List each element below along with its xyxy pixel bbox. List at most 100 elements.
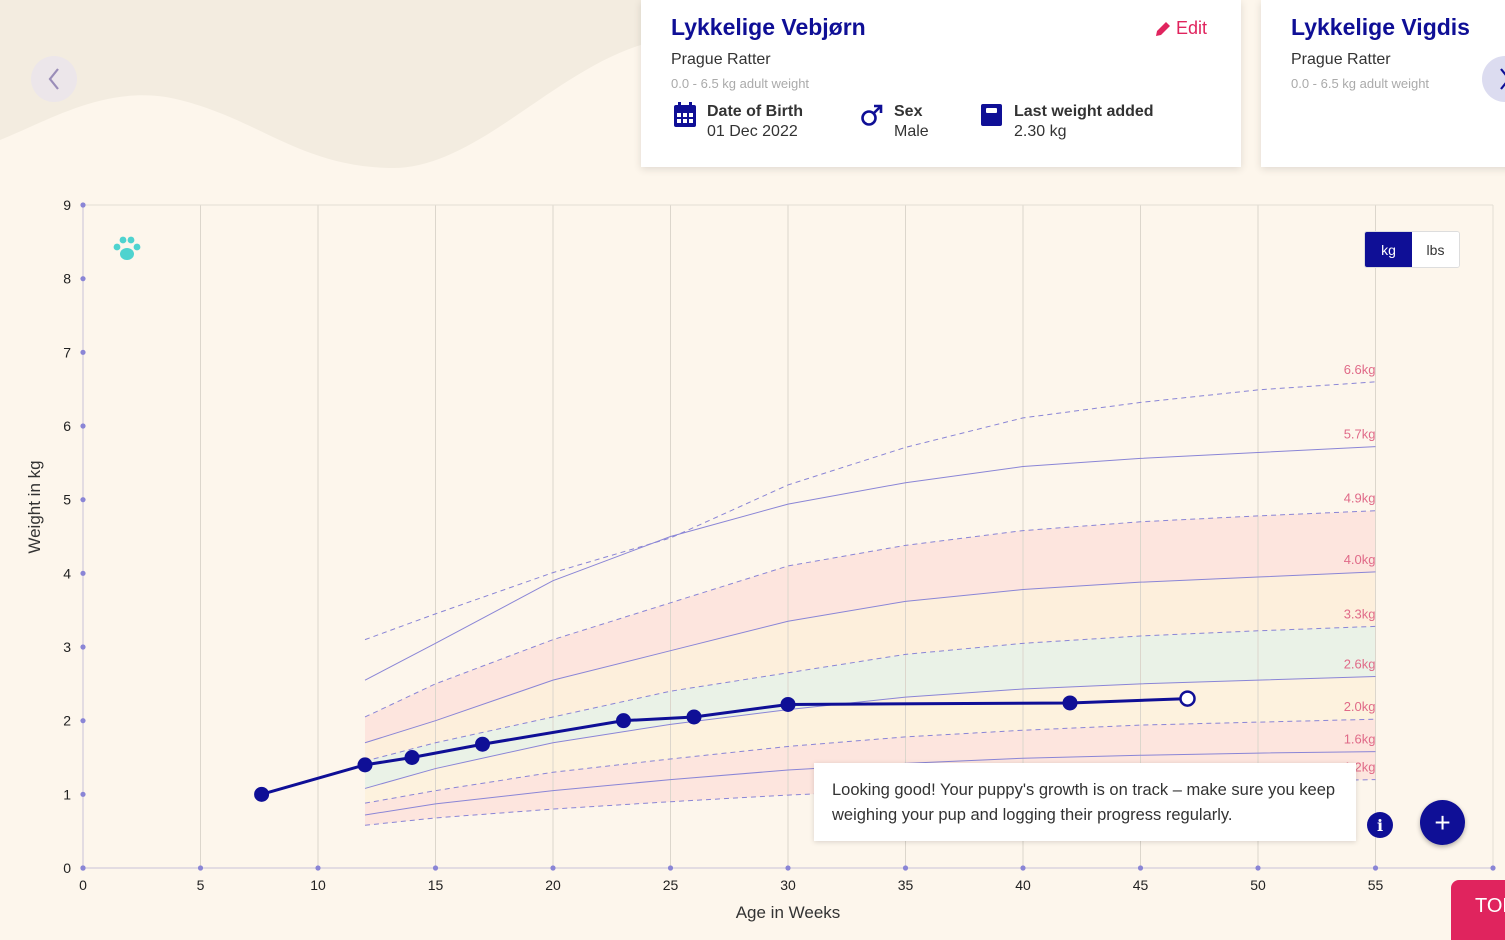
next-puppy-breed: Prague Ratter bbox=[1291, 51, 1391, 68]
edit-button[interactable]: Edit bbox=[1154, 18, 1207, 39]
last-weight-label: Last weight added bbox=[1014, 103, 1154, 120]
weight-point bbox=[780, 696, 796, 712]
x-tick-label: 50 bbox=[1250, 877, 1266, 893]
sex-stat: Sex Male bbox=[860, 102, 929, 142]
weight-point bbox=[404, 750, 420, 765]
reference-curve-label: 6.6kg bbox=[1344, 362, 1376, 377]
unit-kg-button[interactable]: kg bbox=[1365, 232, 1412, 267]
puppy-card-next[interactable]: Lykkelige Vigdis Prague Ratter 0.0 - 6.5… bbox=[1261, 0, 1505, 167]
x-tick-label: 55 bbox=[1368, 877, 1384, 893]
reference-curve-label: 3.3kg bbox=[1344, 606, 1376, 621]
x-tick-label: 25 bbox=[663, 877, 679, 893]
x-tick-label: 5 bbox=[197, 877, 205, 893]
x-tick-label: 20 bbox=[545, 877, 561, 893]
y-tick-dot bbox=[80, 570, 86, 576]
adult-weight-range: 0.0 - 6.5 kg adult weight bbox=[671, 76, 810, 91]
reference-curve bbox=[364, 779, 1376, 826]
weight-point bbox=[475, 736, 490, 752]
y-tick-dot bbox=[80, 423, 86, 429]
next-puppy-name: Lykkelige Vigdis bbox=[1291, 14, 1470, 40]
date-of-birth-value: 01 Dec 2022 bbox=[707, 123, 798, 140]
puppy-name: Lykkelige Vebjørn bbox=[671, 14, 866, 40]
add-weight-button[interactable]: + bbox=[1420, 800, 1465, 845]
last-weight-value: 2.30 kg bbox=[1014, 123, 1067, 140]
x-tick-label: 0 bbox=[79, 877, 87, 893]
chart-band bbox=[365, 676, 1376, 804]
x-tick-dot bbox=[1020, 865, 1026, 871]
reference-curve-label: 4.9kg bbox=[1344, 491, 1376, 506]
y-tick-label: 3 bbox=[63, 639, 71, 655]
chart-band bbox=[365, 626, 1376, 789]
x-tick-label: 45 bbox=[1133, 877, 1149, 893]
y-tick-label: 4 bbox=[63, 565, 71, 581]
x-tick-label: 15 bbox=[428, 877, 444, 893]
reference-curve-label: 4.0kg bbox=[1344, 552, 1376, 567]
y-tick-label: 9 bbox=[63, 197, 71, 213]
growth-status-tooltip: Looking good! Your puppy's growth is on … bbox=[814, 763, 1356, 841]
x-tick-dot bbox=[197, 865, 204, 871]
x-tick-label: 40 bbox=[1015, 877, 1031, 893]
calendar-icon bbox=[674, 102, 696, 127]
y-tick-label: 1 bbox=[63, 786, 71, 802]
x-tick-dot bbox=[315, 865, 321, 871]
y-tick-label: 7 bbox=[63, 344, 71, 360]
unit-toggle: kg lbs bbox=[1364, 231, 1460, 268]
chart-band bbox=[365, 571, 1376, 762]
previous-puppy-button[interactable] bbox=[31, 56, 77, 102]
weight-point bbox=[616, 713, 631, 729]
unit-lbs-button[interactable]: lbs bbox=[1412, 232, 1459, 267]
scale-icon bbox=[981, 104, 1002, 126]
x-tick-dot bbox=[550, 865, 556, 871]
reference-curve bbox=[364, 446, 1376, 681]
weight-point bbox=[357, 757, 373, 773]
y-tick-label: 2 bbox=[63, 713, 71, 729]
weight-point bbox=[1062, 695, 1078, 711]
pencil-icon bbox=[1155, 21, 1170, 36]
male-icon bbox=[861, 104, 883, 126]
next-puppy-button[interactable] bbox=[1482, 56, 1505, 102]
y-tick-label: 8 bbox=[63, 271, 71, 287]
date-of-birth-stat: Date of Birth 01 Dec 2022 bbox=[673, 102, 803, 142]
x-tick-label: 35 bbox=[898, 877, 914, 893]
y-tick-dot bbox=[80, 718, 86, 724]
x-axis-label: Age in Weeks bbox=[736, 903, 841, 922]
y-tick-label: 6 bbox=[63, 418, 71, 434]
y-tick-label: 5 bbox=[63, 492, 71, 508]
sex-label: Sex bbox=[894, 103, 923, 120]
reference-curve bbox=[364, 571, 1376, 744]
chevron-right-icon bbox=[1500, 68, 1505, 90]
reference-curve bbox=[364, 718, 1376, 804]
paw-icon bbox=[113, 236, 141, 260]
y-tick-dot bbox=[80, 497, 86, 503]
y-tick-dot bbox=[80, 349, 86, 355]
weight-point bbox=[686, 709, 702, 725]
x-axis-end-dot bbox=[1490, 865, 1496, 871]
reference-curve-label: 2.0kg bbox=[1344, 699, 1376, 714]
reference-curve-label: 1.6kg bbox=[1344, 732, 1376, 747]
x-tick-dot bbox=[785, 865, 791, 871]
scroll-top-button[interactable]: TOP bbox=[1451, 880, 1505, 940]
y-tick-dot bbox=[80, 644, 86, 650]
y-tick-dot bbox=[80, 276, 86, 282]
weight-point bbox=[254, 786, 270, 802]
x-tick-dot bbox=[1255, 865, 1261, 871]
y-tick-label: 0 bbox=[63, 860, 71, 876]
last-weight-stat: Last weight added 2.30 kg bbox=[980, 102, 1154, 142]
x-tick-dot bbox=[1137, 865, 1144, 871]
x-tick-dot bbox=[902, 865, 909, 871]
y-tick-dot bbox=[80, 202, 86, 208]
y-tick-dot bbox=[80, 791, 86, 797]
x-tick-dot bbox=[432, 865, 439, 871]
x-tick-dot bbox=[80, 865, 86, 871]
puppy-breed: Prague Ratter bbox=[671, 51, 771, 68]
sex-value: Male bbox=[894, 123, 929, 140]
reference-curve bbox=[364, 381, 1376, 641]
reference-curve-label: 2.6kg bbox=[1344, 656, 1376, 671]
x-tick-dot bbox=[1372, 865, 1379, 871]
info-button[interactable]: i bbox=[1367, 812, 1393, 838]
reference-curve bbox=[364, 510, 1376, 718]
reference-curve-label: 5.7kg bbox=[1344, 427, 1376, 442]
y-axis-label: Weight in kg bbox=[25, 460, 44, 553]
header-wave-decoration bbox=[0, 0, 660, 169]
next-adult-weight-range: 0.0 - 6.5 kg adult weight bbox=[1291, 76, 1430, 91]
